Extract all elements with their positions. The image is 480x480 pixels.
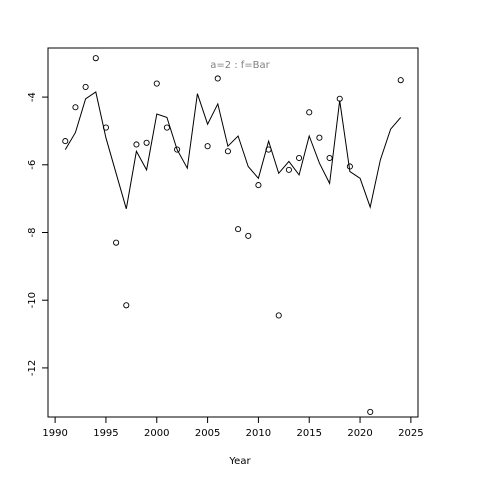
- chart-title: a=2 : f=Bar: [210, 60, 270, 71]
- y-axis: -12 -10 -8 -6 -4: [27, 92, 48, 376]
- data-point: [92, 55, 99, 62]
- x-tick-label: 2015: [297, 428, 322, 439]
- data-point: [163, 124, 170, 131]
- x-tick-label: 2010: [246, 428, 271, 439]
- data-point: [204, 143, 211, 150]
- x-tick-label: 2000: [144, 428, 169, 439]
- data-point: [346, 163, 353, 170]
- data-point: [235, 226, 242, 233]
- data-point: [82, 83, 89, 90]
- data-point: [367, 408, 374, 415]
- data-point: [285, 166, 292, 173]
- x-tick-label: 1995: [93, 428, 118, 439]
- y-tick-label: -6: [27, 160, 38, 170]
- x-axis-label: Year: [228, 456, 251, 467]
- data-point: [72, 104, 79, 111]
- x-tick-label: 2020: [347, 428, 372, 439]
- data-point: [153, 80, 160, 87]
- y-tick-label: -12: [27, 360, 38, 376]
- fitted-line: [64, 91, 402, 209]
- data-point: [113, 239, 120, 246]
- x-tick-label: 2005: [195, 428, 220, 439]
- data-point: [245, 232, 252, 239]
- data-point: [336, 95, 343, 102]
- data-point: [296, 154, 303, 162]
- data-point: [255, 182, 262, 189]
- data-point: [397, 77, 404, 84]
- data-point: [62, 138, 69, 145]
- y-tick-label: -4: [27, 92, 38, 102]
- y-tick-label: -8: [27, 228, 38, 238]
- data-point: [143, 139, 150, 146]
- data-point: [133, 141, 140, 148]
- data-point: [123, 302, 130, 309]
- data-point: [224, 148, 231, 155]
- data-point: [326, 154, 333, 162]
- series-line: [64, 91, 402, 209]
- y-tick-label: -10: [27, 292, 38, 308]
- data-point: [102, 124, 109, 131]
- x-tick-label: 1990: [42, 428, 67, 439]
- data-point: [174, 146, 181, 153]
- data-point: [214, 75, 221, 82]
- data-point: [306, 109, 313, 116]
- data-point: [275, 312, 282, 319]
- data-point: [316, 134, 323, 141]
- data-point: [265, 146, 272, 153]
- series-points: [62, 55, 404, 415]
- x-tick-label: 2025: [398, 428, 423, 439]
- x-axis: 1990 1995 2000 2005 2010 2015 2020 2025: [42, 417, 424, 439]
